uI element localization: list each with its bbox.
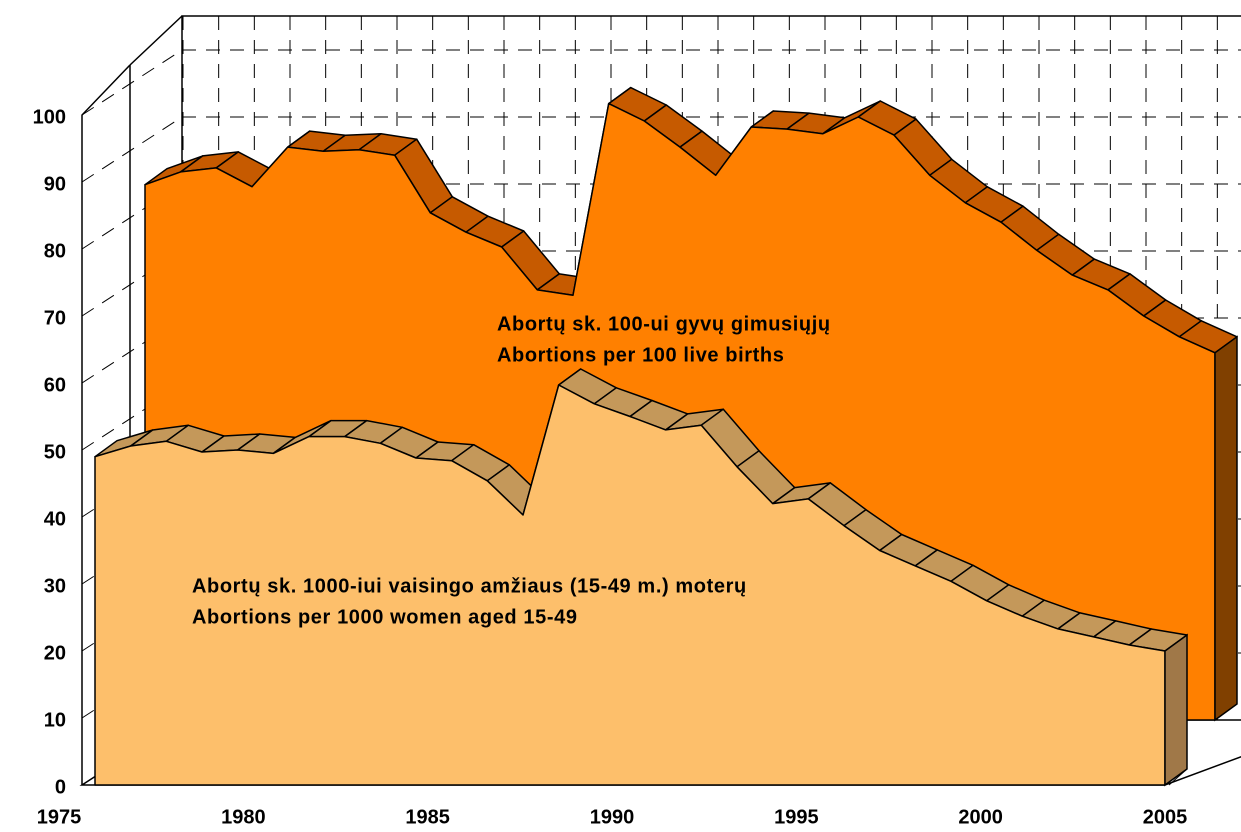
area-side	[1164, 633, 1188, 787]
series-label: Abortions per 100 live births	[497, 344, 784, 366]
series-label: Abortions per 1000 women aged 15-49	[192, 606, 578, 628]
x-tick-label: 2005	[1143, 806, 1188, 828]
y-tick-label: 60	[44, 374, 66, 396]
x-tick-label: 1980	[221, 806, 266, 828]
left-wall-edge	[129, 15, 183, 66]
area-side	[1214, 335, 1238, 722]
y-tick-label: 80	[44, 240, 66, 262]
x-tick-label: 1985	[405, 806, 450, 828]
y-tick-label: 90	[44, 173, 66, 195]
x-tick-label: 1990	[590, 806, 635, 828]
x-tick-label: 1975	[37, 806, 82, 828]
series-label: Abortų sk. 100-ui gyvų gimusiųjų	[497, 313, 831, 335]
x-tick-label: 2000	[958, 806, 1003, 828]
y-tick-label: 20	[44, 642, 66, 664]
y-tick-label: 40	[44, 508, 66, 530]
y-tick-label: 100	[33, 106, 66, 128]
y-tick-label: 30	[44, 575, 66, 597]
y-tick-label: 50	[44, 441, 66, 463]
y-tick-label: 70	[44, 307, 66, 329]
x-tick-label: 1995	[774, 806, 819, 828]
grid-line	[81, 49, 183, 116]
series-label: Abortų sk. 1000-iui vaisingo amžiaus (15…	[192, 575, 747, 597]
area	[94, 384, 1166, 786]
grid-line	[81, 116, 183, 183]
y-tick-label: 10	[44, 709, 66, 731]
y-tick-label: 0	[55, 776, 66, 798]
